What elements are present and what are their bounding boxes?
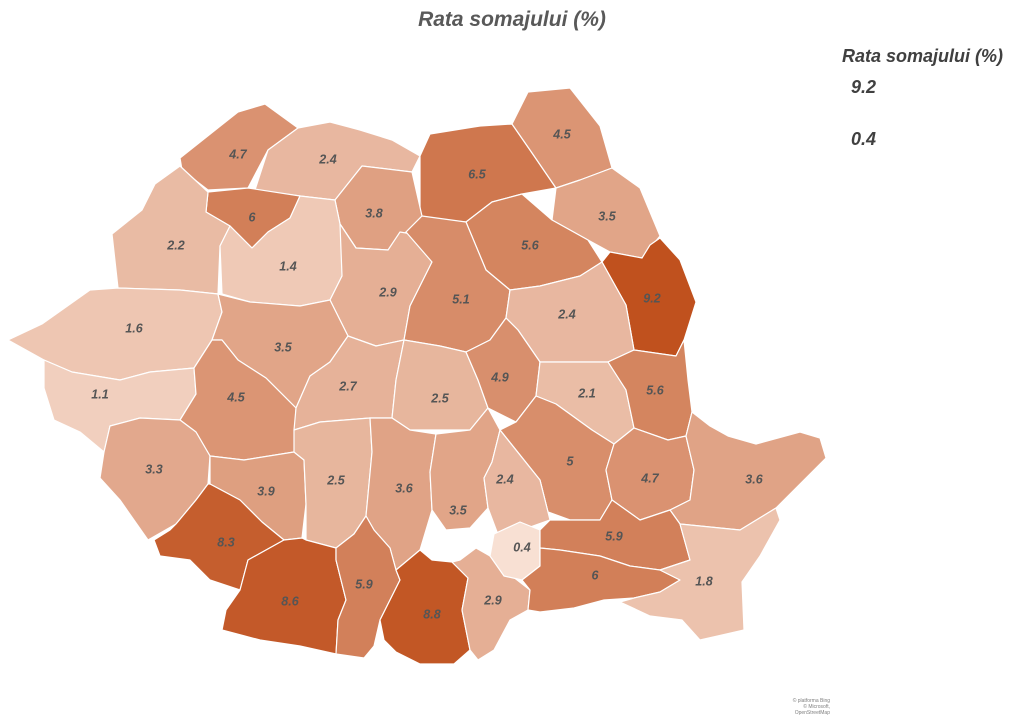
county-label-sm: 4.7 [228, 147, 247, 161]
county-label-gr: 2.9 [483, 593, 501, 607]
county-ct [619, 507, 781, 641]
county-label-bt: 4.5 [552, 127, 571, 141]
county-label-vl: 2.5 [326, 473, 345, 487]
county-label-vn: 2.1 [577, 386, 595, 400]
county-label-cl: 6 [592, 568, 600, 582]
legend-min-value: 0.4 [851, 129, 877, 149]
legend-max-value: 9.2 [851, 77, 877, 97]
county-label-vs: 9.2 [643, 291, 660, 305]
county-value-labels: 4.7 2.4 6.5 4.5 6 3.8 3.5 2.2 1.4 5.6 9.2 2.9 5.1 2.4… [91, 127, 763, 621]
county-label-if: 0.4 [513, 540, 530, 554]
county-db [483, 429, 551, 541]
county-label-cv: 4.9 [490, 370, 508, 384]
county-label-gj: 3.9 [257, 484, 274, 498]
county-label-tm: 1.1 [91, 387, 108, 401]
county-tl [669, 411, 827, 531]
county-label-sj: 6 [249, 210, 257, 224]
map-title: Rata somajului (%) [418, 8, 606, 31]
county-label-br: 4.7 [640, 471, 659, 485]
county-label-hr: 5.1 [452, 292, 469, 306]
county-label-cs: 3.3 [145, 462, 162, 476]
county-label-ct: 1.8 [695, 574, 712, 588]
county-label-ot: 5.9 [355, 577, 372, 591]
county-label-bh: 2.2 [166, 238, 184, 252]
county-label-ab: 3.5 [274, 340, 292, 354]
county-label-bz: 5 [567, 454, 575, 468]
county-label-db: 2.4 [495, 472, 513, 486]
county-label-tl: 3.6 [745, 472, 763, 486]
county-label-ms: 2.9 [378, 285, 396, 299]
county-label-il: 5.9 [605, 529, 622, 543]
county-label-bc: 2.4 [557, 307, 575, 321]
county-label-nt: 5.6 [521, 238, 539, 252]
map-attribution: © platforma Bing © Microsoft, OpenStreet… [770, 698, 830, 716]
county-label-bn: 3.8 [365, 206, 382, 220]
attribution-osm: © Microsoft, OpenStreetMap [794, 704, 830, 716]
county-label-mh: 8.3 [217, 535, 234, 549]
county-label-tr: 8.8 [423, 607, 440, 621]
county-label-bv: 2.5 [430, 391, 449, 405]
county-label-dj: 8.6 [281, 594, 299, 608]
county-bh [111, 165, 231, 295]
attribution-bing: © platforma Bing [792, 698, 830, 704]
county-label-ar: 1.6 [125, 321, 143, 335]
county-label-cj: 1.4 [279, 259, 296, 273]
county-label-gl: 5.6 [646, 383, 664, 397]
county-label-ph: 3.5 [449, 503, 467, 517]
county-label-hd: 4.5 [226, 390, 245, 404]
county-regions [7, 87, 827, 665]
county-label-ag: 3.6 [395, 481, 413, 495]
county-label-is: 3.5 [598, 209, 616, 223]
county-label-sb: 2.7 [338, 379, 357, 393]
county-ar [7, 287, 223, 381]
legend-title: Rata somajului (%) [842, 46, 1004, 66]
county-label-sv: 6.5 [468, 167, 486, 181]
county-label-mm: 2.4 [318, 152, 336, 166]
